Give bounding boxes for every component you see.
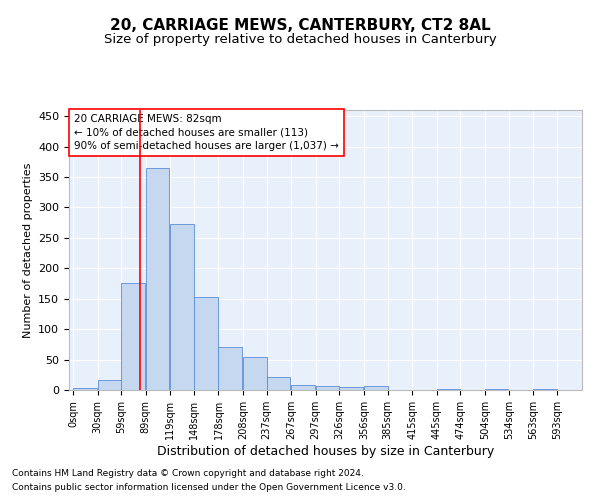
Text: 20 CARRIAGE MEWS: 82sqm
← 10% of detached houses are smaller (113)
90% of semi-d: 20 CARRIAGE MEWS: 82sqm ← 10% of detache… [74, 114, 339, 150]
X-axis label: Distribution of detached houses by size in Canterbury: Distribution of detached houses by size … [157, 444, 494, 458]
Text: Size of property relative to detached houses in Canterbury: Size of property relative to detached ho… [104, 32, 496, 46]
Bar [218, 348, 242, 390]
Bar [316, 386, 340, 390]
Bar [98, 380, 121, 390]
Bar [146, 168, 169, 390]
Text: 20, CARRIAGE MEWS, CANTERBURY, CT2 8AL: 20, CARRIAGE MEWS, CANTERBURY, CT2 8AL [110, 18, 490, 32]
Bar [437, 389, 460, 390]
Text: Contains HM Land Registry data © Crown copyright and database right 2024.: Contains HM Land Registry data © Crown c… [12, 468, 364, 477]
Bar [170, 224, 194, 390]
Bar [121, 283, 145, 390]
Bar [340, 387, 363, 390]
Bar [194, 298, 218, 390]
Text: Contains public sector information licensed under the Open Government Licence v3: Contains public sector information licen… [12, 484, 406, 492]
Bar [266, 376, 290, 390]
Bar [291, 384, 315, 390]
Y-axis label: Number of detached properties: Number of detached properties [23, 162, 32, 338]
Bar [243, 357, 266, 390]
Bar [73, 388, 97, 390]
Bar [364, 386, 388, 390]
